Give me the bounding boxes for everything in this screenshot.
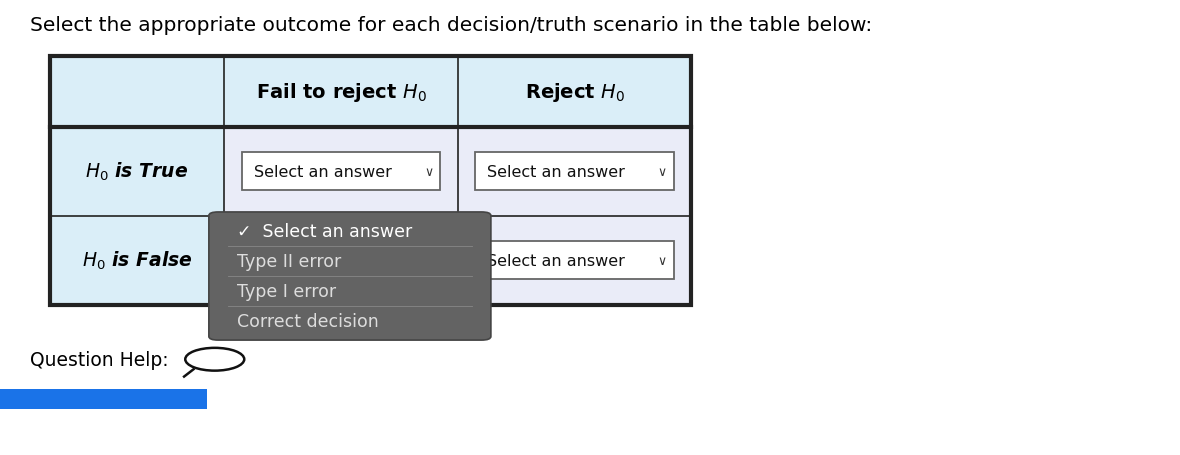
Bar <box>218 216 481 337</box>
Text: Select an answer: Select an answer <box>254 164 392 179</box>
Text: Correct decision: Correct decision <box>237 313 379 331</box>
Bar <box>50 216 224 305</box>
Bar <box>458 216 691 305</box>
Text: Type I error: Type I error <box>237 283 336 300</box>
Bar <box>242 153 440 190</box>
Text: Type II error: Type II error <box>237 253 341 270</box>
Text: $H_0$ is True: $H_0$ is True <box>85 161 189 183</box>
Text: Fail to reject $H_0$: Fail to reject $H_0$ <box>256 81 426 104</box>
Text: Reject $H_0$: Reject $H_0$ <box>525 81 624 104</box>
Text: ✓  Select an answer: ✓ Select an answer <box>237 222 413 240</box>
Bar <box>224 57 458 127</box>
Bar <box>50 57 691 305</box>
Bar <box>0 389 206 410</box>
FancyBboxPatch shape <box>209 212 491 340</box>
Bar <box>476 153 674 190</box>
Text: ∨: ∨ <box>657 165 667 178</box>
Bar <box>50 57 224 127</box>
Bar <box>50 127 224 216</box>
Text: Select an answer: Select an answer <box>487 253 625 268</box>
Bar <box>458 57 691 127</box>
Text: ∨: ∨ <box>424 165 433 178</box>
Bar <box>476 242 674 279</box>
Text: $H_0$ is False: $H_0$ is False <box>81 249 192 272</box>
Text: Select the appropriate outcome for each decision/truth scenario in the table bel: Select the appropriate outcome for each … <box>30 16 872 35</box>
Bar <box>458 127 691 216</box>
Bar <box>224 216 458 305</box>
Bar <box>224 127 458 216</box>
Text: Question Help:: Question Help: <box>30 350 168 369</box>
Text: Select an answer: Select an answer <box>487 164 625 179</box>
Text: ∨: ∨ <box>657 254 667 267</box>
